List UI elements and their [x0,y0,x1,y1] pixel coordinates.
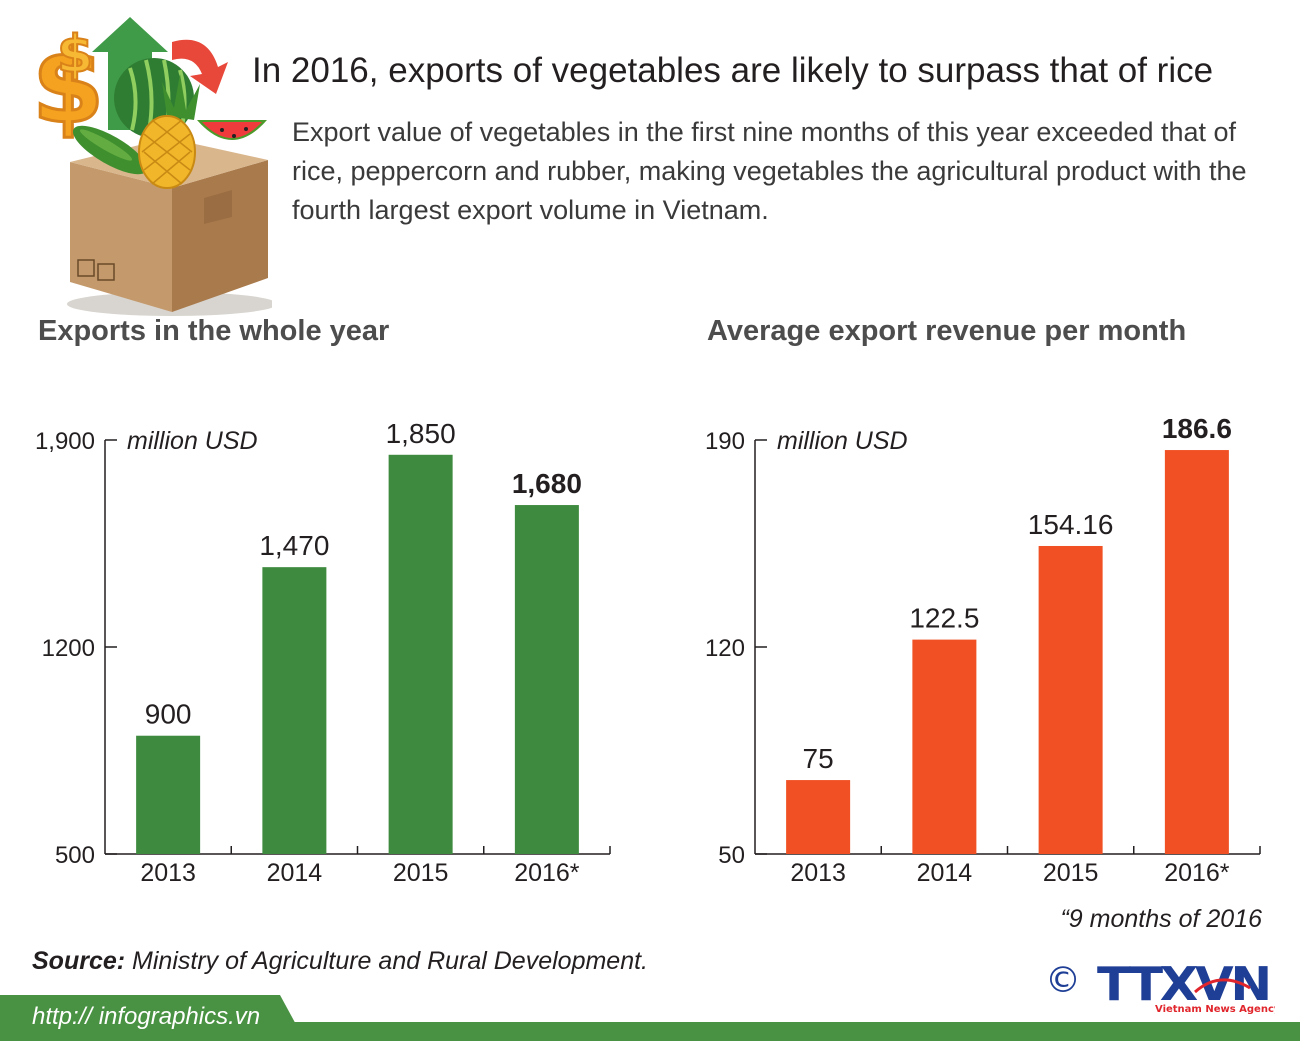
left-y-tick-label: 1,900 [35,428,95,455]
left-x-tick-label: 2015 [393,859,449,887]
logo-swoosh-icon [1194,978,1251,994]
left-bar-2013 [136,735,201,854]
right-bar-2014 [912,639,977,854]
left-y-tick-label: 500 [55,842,95,869]
left-x-tick-label: 2016* [514,859,580,887]
right-y-tick-label: 50 [718,842,745,869]
right-y-tick-label: 190 [705,428,745,455]
footer-url[interactable]: http:// infographics.vn [32,1003,261,1030]
right-x-tick-label: 2014 [917,859,973,887]
footer-tab [0,995,305,1041]
watermelon-icon [114,58,267,140]
left-data-label: 900 [145,699,192,730]
left-bar-2014 [262,567,327,854]
right-x-tick-label: 2013 [790,859,846,887]
left-y-tick-label: 1200 [42,635,95,662]
left-data-label: 1,850 [386,418,456,449]
right-data-label: 186.6 [1162,413,1232,444]
source-text: Ministry of Agriculture and Rural Develo… [132,947,649,975]
copyright-symbol: © [1045,960,1081,1001]
left-bar-2015 [388,454,453,854]
cucumber-icon [72,125,148,175]
ttxvn-logo: © TTXVN Vietnam News Agency [1045,958,1275,1015]
left-x-tick-label: 2013 [140,859,196,887]
footer-stripe [0,1022,1300,1041]
left-data-label: 1,680 [512,468,582,499]
logo-tagline: Vietnam News Agency [1155,1004,1275,1015]
right-x-tick-label: 2016* [1164,859,1230,887]
right-data-label: 75 [803,743,834,774]
left-unit-label: million USD [127,427,258,455]
lead-paragraph: Export value of vegetables in the first … [292,117,1247,225]
source-label: Source: [32,947,126,975]
source-line: Source: Ministry of Agriculture and Rura… [32,947,648,976]
headline: In 2016, exports of vegetables are likel… [252,51,1214,90]
right-data-label: 154.16 [1028,509,1114,540]
chart-title-left: Exports in the whole year [38,315,390,347]
illustration: $ $ [31,17,272,316]
right-x-tick-label: 2015 [1043,859,1099,887]
left-data-label: 1,470 [259,530,329,561]
left-x-tick-label: 2014 [267,859,323,887]
footnote: “9 months of 2016 [1060,905,1262,933]
left-bar-2016 [514,505,579,854]
right-y-tick-label: 120 [705,635,745,662]
svg-text:$: $ [57,25,93,85]
pineapple-icon [138,74,200,189]
right-data-label: 122.5 [909,603,979,634]
right-unit-label: million USD [777,427,908,455]
right-bar-2016 [1164,450,1229,854]
chart-monthly-average: 50 120 190 million USD 75 2013 122.5 2014 154.16… [705,413,1261,887]
right-bar-2013 [786,780,851,854]
chart-title-right: Average export revenue per month [707,315,1187,347]
right-bar-2015 [1038,545,1103,854]
chart-whole-year: 500 1200 1,900 million USD 900 2013 1,470 2014 1… [35,418,611,887]
